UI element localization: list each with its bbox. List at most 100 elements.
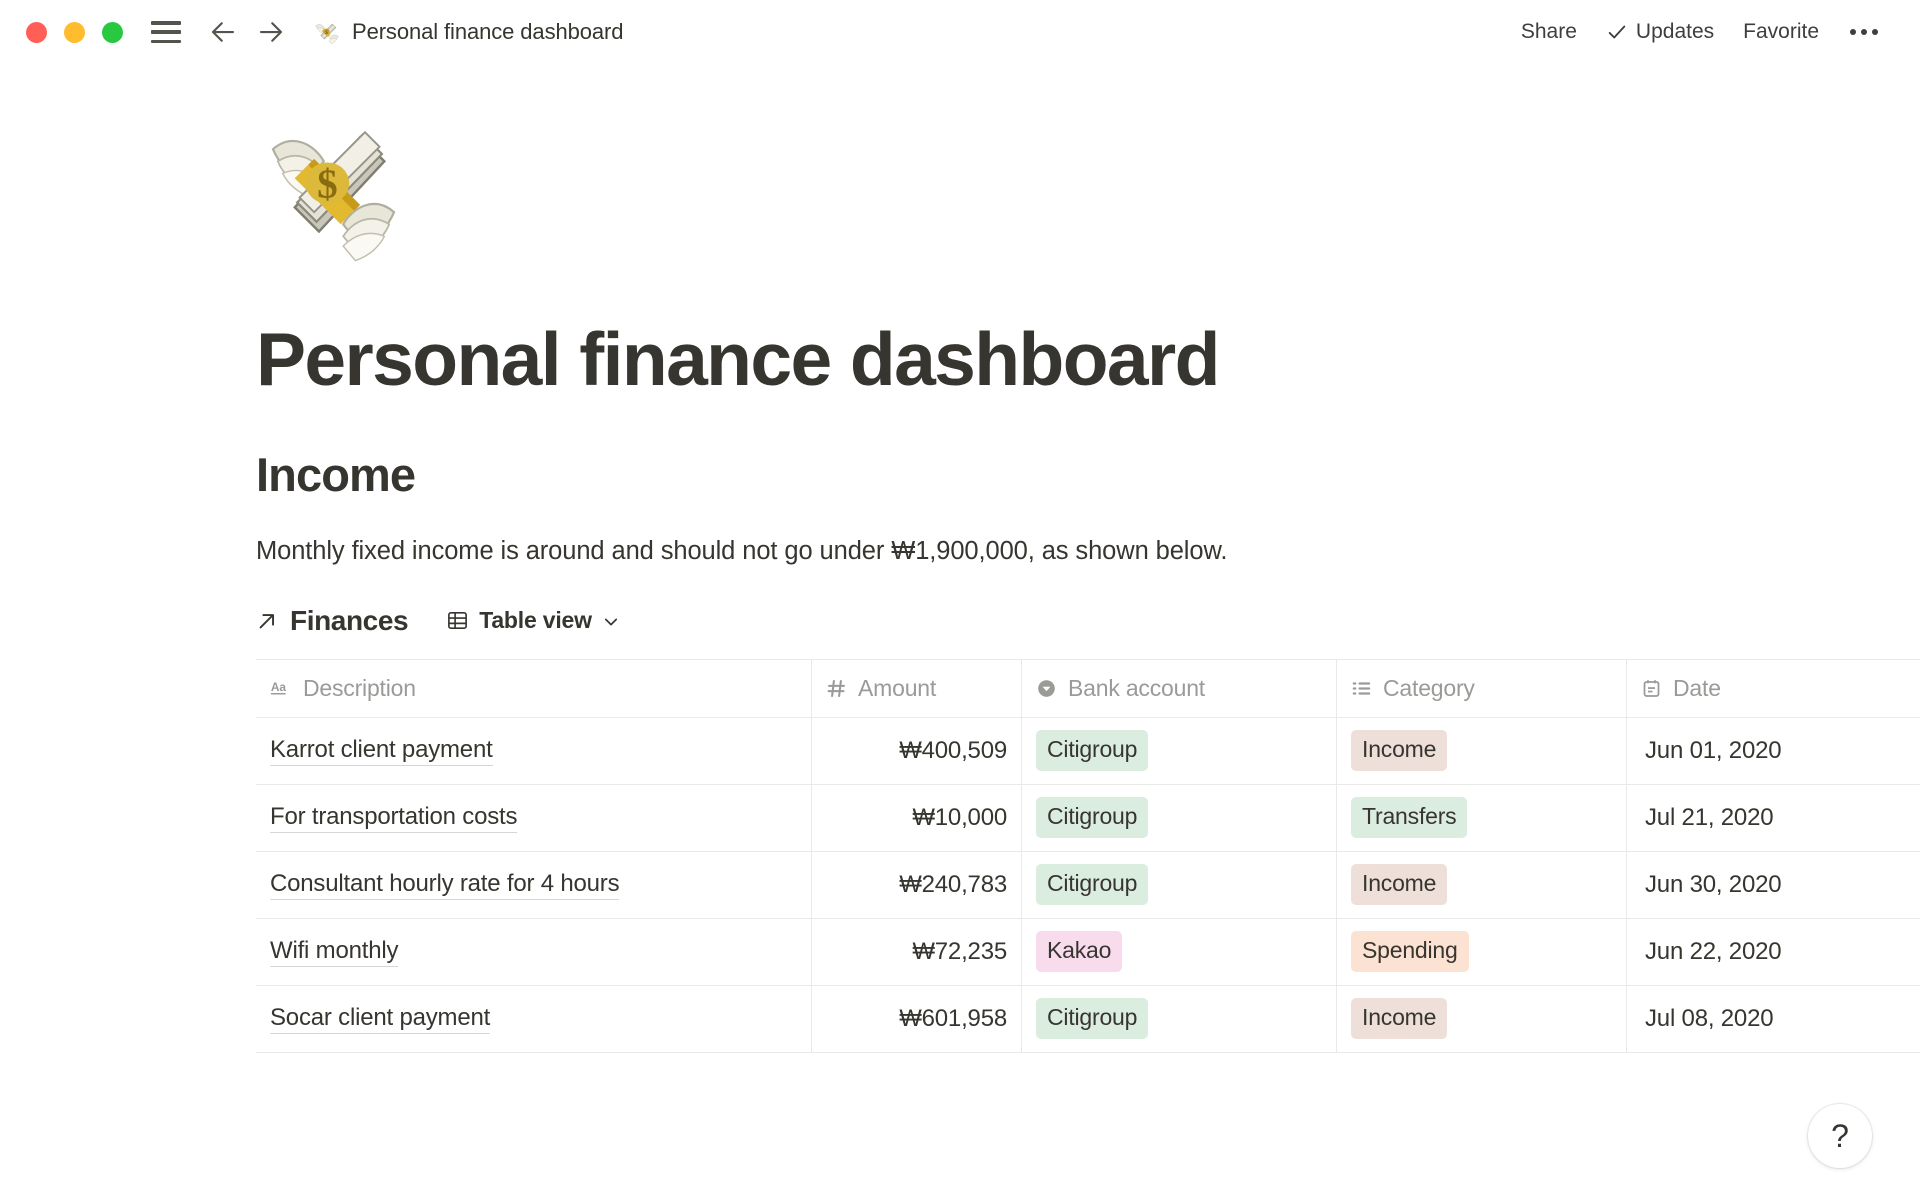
cell-date[interactable]: Jul 08, 2020 <box>1627 986 1920 1052</box>
page-money-with-wings-icon[interactable]: $ <box>256 108 416 268</box>
cell-description[interactable]: For transportation costs <box>256 784 812 851</box>
amount-value: ₩400,509 <box>899 736 1007 764</box>
cell-date[interactable]: Jul 21, 2020 <box>1627 785 1920 851</box>
column-header-description[interactable]: Aa Description <box>256 659 812 717</box>
updates-label: Updates <box>1635 20 1715 43</box>
column-header-label: Date <box>1673 674 1721 701</box>
date-value: Jun 01, 2020 <box>1645 736 1782 764</box>
favorite-button[interactable]: Favorite <box>1743 20 1819 43</box>
column-header-amount[interactable]: Amount <box>812 659 1022 717</box>
svg-text:Aa: Aa <box>271 680 286 694</box>
cell-category[interactable]: Income <box>1337 851 1627 918</box>
cell-bank-account[interactable]: Citigroup <box>1022 717 1337 784</box>
table-row[interactable]: Karrot client payment ₩400,509 Citigroup… <box>256 717 1920 785</box>
cell-description[interactable]: Socar client payment <box>256 985 812 1052</box>
svg-text:$: $ <box>317 161 338 207</box>
hamburger-line <box>151 30 181 34</box>
text-aa-icon: Aa <box>270 680 287 695</box>
cell-date[interactable]: Jun 01, 2020 <box>1627 718 1920 784</box>
table-row[interactable]: Consultant hourly rate for 4 hours ₩240,… <box>256 851 1920 919</box>
section-heading-income[interactable]: Income <box>256 447 416 501</box>
date-value: Jun 22, 2020 <box>1645 937 1782 965</box>
date-value: Jun 30, 2020 <box>1645 870 1782 898</box>
status-badge: Transfers <box>1351 797 1468 839</box>
cell-bank-account[interactable]: Citigroup <box>1022 985 1337 1052</box>
amount-value: ₩72,235 <box>912 937 1007 965</box>
status-badge: Income <box>1351 864 1448 906</box>
amount-value: ₩240,783 <box>899 870 1007 898</box>
row-title-link[interactable]: For transportation costs <box>270 803 518 833</box>
maximize-window-button[interactable] <box>102 21 123 43</box>
table-row[interactable]: For transportation costs ₩10,000 Citigro… <box>256 784 1920 852</box>
table-row[interactable]: Socar client payment ₩601,958 Citigroup … <box>256 985 1920 1053</box>
table-view-icon <box>448 612 468 630</box>
column-header-category[interactable]: Category <box>1337 659 1627 717</box>
table-row[interactable]: Wifi monthly ₩72,235 Kakao Spending Jun … <box>256 918 1920 986</box>
svg-text:$: $ <box>325 29 328 36</box>
status-badge: Kakao <box>1036 931 1123 973</box>
tab-table-view[interactable]: Table view <box>438 603 628 638</box>
number-hash-icon <box>827 679 845 697</box>
sidebar-toggle-icon[interactable] <box>151 21 181 43</box>
cell-category[interactable]: Spending <box>1337 918 1627 985</box>
status-badge: Citigroup <box>1036 797 1149 839</box>
calendar-icon <box>1643 679 1660 697</box>
window-traffic-lights <box>26 21 123 43</box>
dot <box>1861 29 1867 35</box>
status-badge: Income <box>1351 730 1448 772</box>
share-button[interactable]: Share <box>1520 20 1577 43</box>
database-title-link[interactable]: Finances <box>256 603 412 639</box>
status-badge: Spending <box>1351 931 1469 973</box>
titlebar-actions: Share Updates Favorite <box>1506 14 1892 50</box>
cell-bank-account[interactable]: Citigroup <box>1022 851 1337 918</box>
updates-button[interactable]: Updates <box>1592 14 1728 50</box>
status-badge: Citigroup <box>1036 730 1149 772</box>
forward-arrow-icon[interactable] <box>256 17 286 47</box>
row-title-link[interactable]: Wifi monthly <box>270 937 398 967</box>
column-header-label: Amount <box>858 674 937 701</box>
cell-description[interactable]: Wifi monthly <box>256 918 812 985</box>
hamburger-line <box>151 39 181 43</box>
help-button[interactable]: ? <box>1808 1104 1872 1168</box>
back-arrow-icon[interactable] <box>208 17 238 47</box>
document-title[interactable]: Personal finance dashboard <box>352 19 624 44</box>
cell-description[interactable]: Karrot client payment <box>256 717 812 784</box>
income-description-paragraph[interactable]: Monthly fixed income is around and shoul… <box>256 537 1228 566</box>
money-with-wings-icon: $ <box>312 17 342 47</box>
more-options-icon[interactable] <box>1834 19 1892 45</box>
cell-amount[interactable]: ₩72,235 <box>812 918 1022 985</box>
dot <box>1850 29 1856 35</box>
column-header-date[interactable]: Date <box>1627 660 1920 717</box>
cell-date[interactable]: Jun 30, 2020 <box>1627 852 1920 918</box>
page-title[interactable]: Personal finance dashboard <box>256 317 1220 401</box>
row-title-link[interactable]: Consultant hourly rate for 4 hours <box>270 870 620 900</box>
cell-description[interactable]: Consultant hourly rate for 4 hours <box>256 851 812 918</box>
row-title-link[interactable]: Karrot client payment <box>270 736 493 766</box>
database-title: Finances <box>290 604 409 636</box>
column-header-label: Category <box>1383 674 1475 701</box>
database-header: Finances Table view <box>256 603 1920 639</box>
hamburger-line <box>151 21 181 25</box>
column-header-label: Description <box>303 674 416 701</box>
page-content: $ Personal finance dashboard Income Mont… <box>0 108 1920 1053</box>
cell-amount[interactable]: ₩400,509 <box>812 717 1022 784</box>
check-icon <box>1608 25 1626 39</box>
cell-category[interactable]: Income <box>1337 985 1627 1052</box>
cell-amount[interactable]: ₩10,000 <box>812 784 1022 851</box>
column-header-bank-account[interactable]: Bank account <box>1022 659 1337 717</box>
table-header-row: Aa Description Amount <box>256 659 1920 718</box>
cell-date[interactable]: Jun 22, 2020 <box>1627 919 1920 985</box>
row-title-link[interactable]: Socar client payment <box>270 1004 490 1034</box>
close-window-button[interactable] <box>26 21 47 43</box>
finances-table: Aa Description Amount <box>256 658 1920 1053</box>
external-link-arrow-icon <box>259 613 275 629</box>
date-value: Jul 08, 2020 <box>1645 1004 1774 1032</box>
minimize-window-button[interactable] <box>64 21 85 43</box>
cell-category[interactable]: Transfers <box>1337 784 1627 851</box>
cell-amount[interactable]: ₩601,958 <box>812 985 1022 1052</box>
cell-category[interactable]: Income <box>1337 717 1627 784</box>
amount-value: ₩601,958 <box>899 1004 1007 1032</box>
cell-bank-account[interactable]: Citigroup <box>1022 784 1337 851</box>
cell-bank-account[interactable]: Kakao <box>1022 918 1337 985</box>
cell-amount[interactable]: ₩240,783 <box>812 851 1022 918</box>
